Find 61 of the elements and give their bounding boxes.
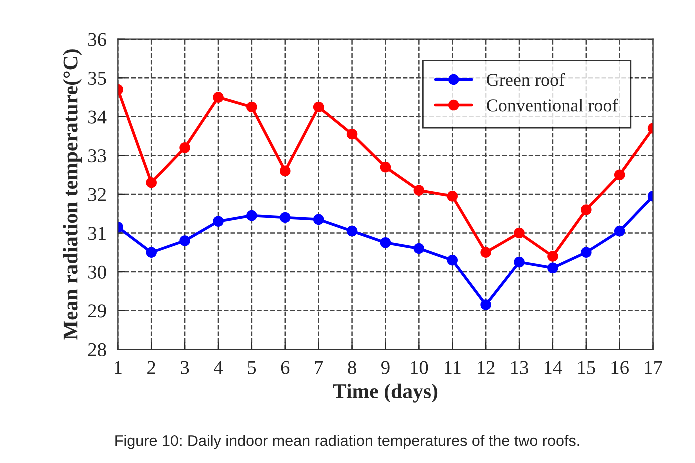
point xyxy=(280,166,291,177)
point xyxy=(346,226,358,237)
point xyxy=(548,262,558,274)
x-tick-label: 6 xyxy=(281,361,290,374)
x-tick-label: 7 xyxy=(315,361,324,374)
y-tick-label: 33 xyxy=(88,150,106,163)
point xyxy=(614,226,626,237)
point xyxy=(447,191,458,202)
x-axis-title: Time (days) xyxy=(333,384,438,403)
x-tick-label: 16 xyxy=(612,361,629,374)
y-tick-label: 36 xyxy=(88,33,106,46)
y-tick-label: 28 xyxy=(88,343,106,357)
y-tick-label: 29 xyxy=(88,304,106,318)
x-tick-label: 15 xyxy=(578,361,596,374)
point xyxy=(480,300,492,310)
y-axis-title: Mean radiation temperature(°C) xyxy=(63,50,82,340)
point xyxy=(346,128,358,140)
point xyxy=(280,212,291,224)
point xyxy=(246,210,258,222)
point xyxy=(447,255,458,266)
x-tick-label: 4 xyxy=(214,361,224,374)
x-tick-label: 14 xyxy=(544,361,562,374)
point xyxy=(213,216,224,227)
point xyxy=(313,214,324,226)
point xyxy=(380,238,392,248)
point xyxy=(414,185,425,196)
x-tick-label: 17 xyxy=(645,361,662,374)
point xyxy=(246,102,258,113)
y-tick-label: 30 xyxy=(88,266,106,279)
x-tick-label: 5 xyxy=(248,361,256,374)
x-tick-label: 2 xyxy=(148,361,156,374)
point xyxy=(514,228,525,239)
point xyxy=(414,243,425,254)
x-tick-label: 13 xyxy=(512,361,528,374)
point xyxy=(180,142,190,154)
x-tick-label: 8 xyxy=(348,361,356,374)
point xyxy=(213,92,224,103)
point xyxy=(146,247,157,258)
x-tick-label: 10 xyxy=(411,361,428,374)
y-tick-label: 31 xyxy=(88,227,106,240)
x-tick-label: 12 xyxy=(478,361,495,374)
x-tick-label: 1 xyxy=(115,361,122,374)
point xyxy=(581,204,592,216)
point xyxy=(548,251,558,262)
point xyxy=(380,162,392,173)
point xyxy=(514,256,525,268)
legend-label: Conventional roof xyxy=(487,98,618,112)
y-tick-label: 35 xyxy=(88,72,106,86)
x-tick-label: 11 xyxy=(444,361,461,374)
point xyxy=(581,247,592,258)
y-tick-label: 32 xyxy=(88,188,106,202)
point xyxy=(313,102,324,113)
point xyxy=(480,247,492,258)
caption: Figure 10: Daily indoor mean radiation temperatures of the two roofs. xyxy=(116,435,580,450)
point xyxy=(146,177,157,188)
x-tick-label: 3 xyxy=(181,361,190,374)
x-tick-label: 9 xyxy=(381,361,390,374)
point xyxy=(614,170,626,180)
y-tick-label: 34 xyxy=(88,110,107,124)
point xyxy=(180,236,190,246)
legend-label: Green roof xyxy=(487,73,566,86)
